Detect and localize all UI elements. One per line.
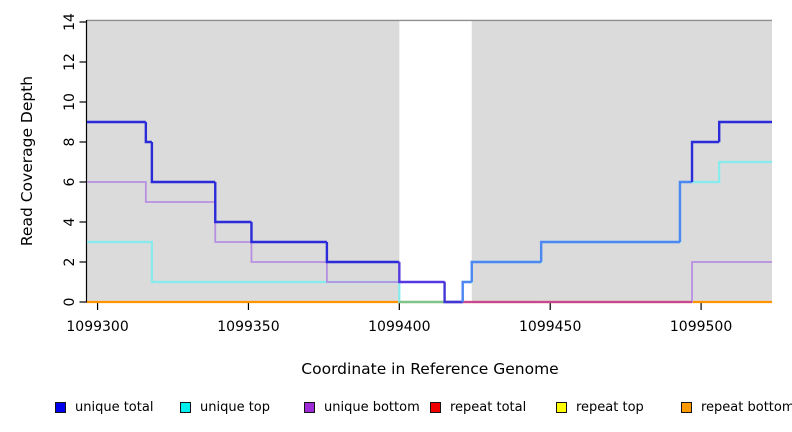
series-unique-total-line <box>717 120 772 142</box>
y-tick-label: 4 <box>62 217 78 226</box>
series-unique-total-line <box>250 222 327 244</box>
legend-label: repeat bottom <box>701 399 792 415</box>
legend-label: unique total <box>75 399 154 415</box>
series-unique-total-line <box>470 260 542 282</box>
legend-swatch-unique-top <box>180 401 191 413</box>
legend-label: repeat top <box>576 399 644 415</box>
x-tick-label: 1099500 <box>670 319 732 335</box>
series-unique-total-line <box>443 282 463 304</box>
series-unique-total-line <box>678 180 693 242</box>
legend-swatch-repeat-top <box>556 401 567 413</box>
legend-item-repeat-top: repeat top <box>556 399 644 415</box>
x-axis-title: Coordinate in Reference Genome <box>301 360 559 378</box>
legend-label: unique top <box>200 399 271 415</box>
legend-item-unique-total: unique total <box>55 399 153 415</box>
y-tick-label: 8 <box>62 138 78 147</box>
legend-swatch-repeat-bottom <box>681 401 692 413</box>
legend-item-repeat-total: repeat total <box>430 399 526 415</box>
legend-swatch-unique-total <box>55 401 66 413</box>
legend-label: repeat total <box>450 399 527 415</box>
y-tick-label: 6 <box>62 177 78 186</box>
legend-label: unique bottom <box>324 399 420 415</box>
series-unique-total-line <box>398 262 445 284</box>
legend: unique total unique top unique bottom repea… <box>0 399 792 419</box>
y-tick-label: 10 <box>62 93 78 111</box>
series-unique-total-line <box>150 142 216 184</box>
shaded-region <box>87 20 400 303</box>
legend-swatch-repeat-total <box>430 401 441 413</box>
y-tick-label: 14 <box>62 13 78 31</box>
series-unique-total-line <box>539 240 680 262</box>
series-unique-total-line <box>214 182 252 224</box>
x-tick-label: 1099450 <box>519 319 581 335</box>
series-unique-total-line <box>325 242 400 264</box>
series-unique-total-line <box>690 140 720 182</box>
legend-item-unique-bottom: unique bottom <box>304 399 420 415</box>
x-tick-label: 1099400 <box>368 319 430 335</box>
y-tick-label: 0 <box>62 298 78 307</box>
x-tick-label: 1099350 <box>217 319 279 335</box>
legend-item-unique-top: unique top <box>180 399 270 415</box>
series-unique-total-line <box>144 122 152 144</box>
series-unique-total-line <box>461 280 472 302</box>
y-tick-label: 2 <box>62 258 78 267</box>
x-tick-label: 1099300 <box>66 319 128 335</box>
y-tick-label: 12 <box>62 53 78 71</box>
y-axis-title: Read Coverage Depth <box>18 75 36 247</box>
legend-item-repeat-bottom: repeat bottom <box>681 399 792 415</box>
legend-swatch-unique-bottom <box>304 401 315 413</box>
